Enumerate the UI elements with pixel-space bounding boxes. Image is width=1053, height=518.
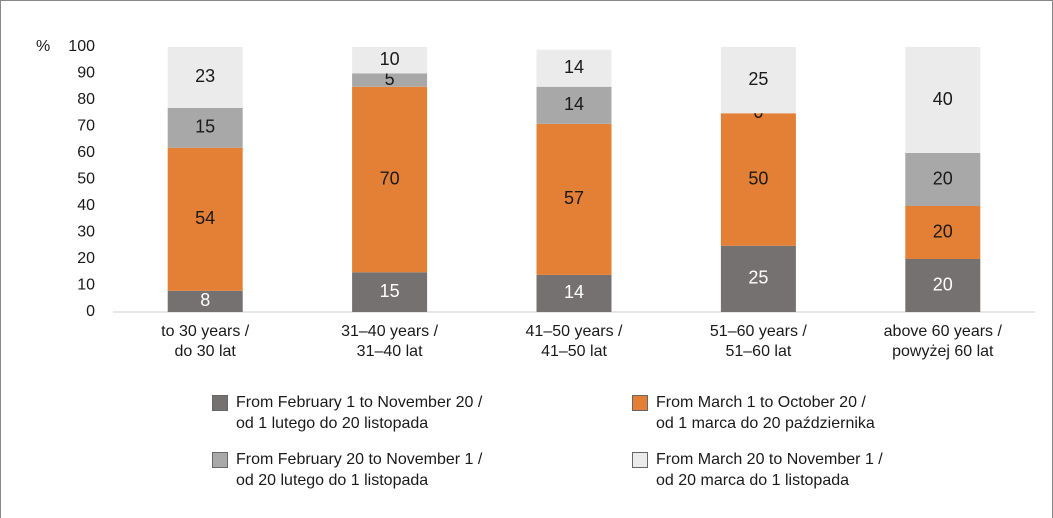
y-tick-label: 30 xyxy=(77,224,95,241)
x-tick-label: 31–40 years / 31–40 lat xyxy=(341,323,439,360)
bar-segment xyxy=(536,86,612,124)
legend-label: From February 1 to November 20 / od 1 lu… xyxy=(236,394,483,432)
data-label: 8 xyxy=(200,290,210,310)
data-label: 50 xyxy=(748,168,768,188)
bar-segment xyxy=(352,47,428,74)
data-label: 70 xyxy=(380,168,400,188)
legend-swatch xyxy=(212,452,228,468)
data-label: 57 xyxy=(564,188,584,208)
legend-label: From March 20 to November 1 / od 20 marc… xyxy=(656,451,883,489)
data-label: 14 xyxy=(564,94,584,114)
data-label: 54 xyxy=(195,208,215,228)
bar-segment xyxy=(720,47,796,114)
y-tick-label: 90 xyxy=(77,65,95,82)
y-tick-label: 10 xyxy=(77,277,95,294)
bar-segment xyxy=(536,274,612,312)
data-label: 20 xyxy=(933,274,953,294)
y-tick-label: 80 xyxy=(77,91,95,108)
bar-segment xyxy=(352,272,428,312)
legend-swatch xyxy=(632,452,648,468)
y-tick-label: 60 xyxy=(77,144,95,161)
bar-segment xyxy=(167,290,243,312)
x-tick-label: 51–60 years / 51–60 lat xyxy=(709,323,807,360)
y-tick-label: 50 xyxy=(77,171,95,188)
y-tick-label: 70 xyxy=(77,118,95,135)
bar-segment xyxy=(905,47,981,153)
x-tick-label: to 30 years / do 30 lat xyxy=(161,323,250,360)
bar-segment xyxy=(720,113,796,246)
bar-segment xyxy=(720,245,796,312)
data-label: 15 xyxy=(380,281,400,301)
data-label: 23 xyxy=(195,66,215,86)
y-tick-label: 100 xyxy=(68,38,95,55)
y-tick-label: 20 xyxy=(77,250,95,267)
legend-label: From February 20 to November 1 / od 20 l… xyxy=(236,451,483,489)
bar-segment xyxy=(167,147,243,291)
data-label: 40 xyxy=(933,89,953,109)
data-label: 5 xyxy=(385,69,395,89)
bar-segment xyxy=(536,49,612,87)
data-label: 10 xyxy=(380,49,400,69)
x-tick-label: above 60 years / powyżej 60 lat xyxy=(883,323,1002,360)
bar-segment xyxy=(536,123,612,275)
bar-segment xyxy=(352,86,428,273)
y-tick-label: 0 xyxy=(86,303,95,320)
bar-segment xyxy=(352,73,428,87)
data-label: 20 xyxy=(933,221,953,241)
data-label: 20 xyxy=(933,168,953,188)
data-label: 14 xyxy=(564,57,584,77)
legend-swatch xyxy=(632,395,648,411)
bar-segment xyxy=(905,206,981,259)
bar-segment xyxy=(905,153,981,206)
data-label: 25 xyxy=(748,69,768,89)
data-label: 14 xyxy=(564,282,584,302)
legend-label: From March 1 to October 20 / od 1 marca … xyxy=(656,394,875,432)
data-label: 25 xyxy=(748,268,768,288)
data-label: 15 xyxy=(195,117,215,137)
y-tick-label: 40 xyxy=(77,197,95,214)
x-tick-label: 41–50 years / 41–50 lat xyxy=(525,323,623,360)
bar-segment xyxy=(905,259,981,312)
bar-segment xyxy=(167,107,243,148)
legend-swatch xyxy=(212,395,228,411)
y-axis-label: % xyxy=(36,38,50,55)
bar-segment xyxy=(167,47,243,108)
